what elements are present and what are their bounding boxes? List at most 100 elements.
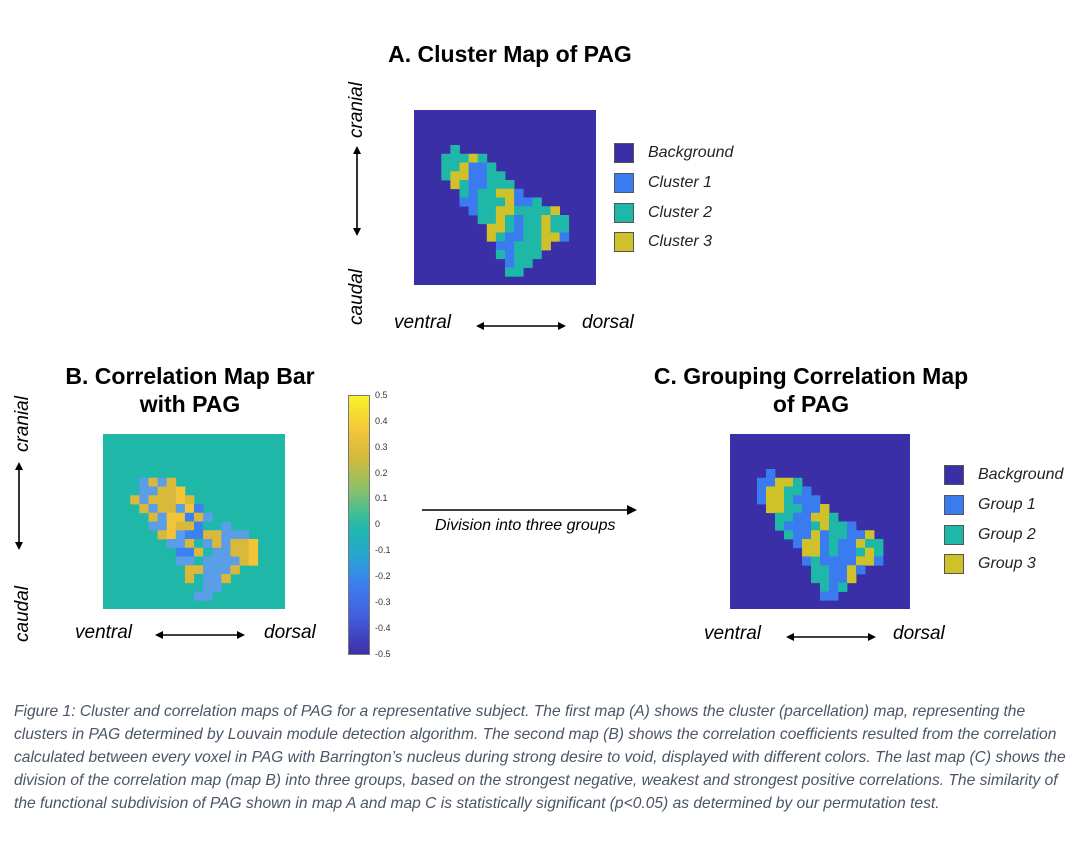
map-voxel [838, 565, 848, 575]
map-voxel [505, 180, 515, 190]
map-voxel [514, 215, 524, 225]
map-voxel [230, 565, 240, 575]
map-voxel [175, 530, 186, 540]
map-voxel [505, 223, 515, 233]
map-voxel [239, 539, 249, 549]
map-voxel [505, 206, 515, 216]
map-voxel [194, 504, 204, 514]
map-voxel [820, 504, 830, 514]
map-voxel [157, 486, 168, 496]
map-voxel [541, 232, 551, 242]
legend-c-group-1: Group 1 [944, 494, 1036, 516]
panel-c-grouping-map [730, 434, 910, 609]
map-voxel [441, 171, 451, 181]
map-voxel [184, 530, 195, 540]
panel-c-title-line2: of PAG [772, 391, 850, 417]
map-voxel [459, 197, 469, 207]
map-voxel [148, 495, 158, 505]
map-voxel [184, 556, 195, 566]
map-voxel [829, 565, 839, 575]
map-voxel [203, 574, 213, 584]
map-voxel [175, 539, 186, 549]
map-voxel [532, 223, 542, 233]
colorbar-tick: -0.5 [375, 649, 391, 659]
map-voxel [184, 565, 195, 575]
map-voxel [775, 512, 785, 522]
map-voxel [505, 241, 515, 251]
map-voxel [793, 521, 803, 531]
map-voxel [230, 539, 240, 549]
map-voxel [468, 197, 479, 207]
map-voxel [523, 223, 533, 233]
map-voxel [820, 539, 830, 549]
map-voxel [802, 521, 812, 531]
map-voxel [495, 223, 506, 233]
map-voxel [523, 241, 533, 251]
map-voxel [793, 495, 803, 505]
map-voxel [532, 215, 542, 225]
map-voxel [166, 504, 177, 514]
map-voxel [221, 547, 231, 557]
map-voxel [847, 574, 857, 584]
map-voxel [505, 232, 515, 242]
map-voxel [495, 250, 506, 260]
map-voxel [802, 530, 812, 540]
map-voxel [874, 539, 884, 549]
panel-a-vertical-arrow [353, 146, 361, 236]
panel-a-caudal-label: caudal [346, 269, 367, 325]
map-voxel [847, 539, 857, 549]
panel-b-horizontal-arrow [155, 631, 245, 639]
map-voxel [856, 539, 866, 549]
map-voxel [505, 258, 515, 268]
map-voxel [793, 512, 803, 522]
map-voxel [468, 188, 479, 198]
map-voxel [847, 547, 857, 557]
map-voxel [130, 477, 140, 487]
map-voxel [194, 539, 204, 549]
map-voxel [221, 574, 231, 584]
map-voxel [468, 180, 479, 190]
map-voxel [811, 565, 821, 575]
map-voxel [450, 153, 460, 163]
map-voxel [495, 171, 506, 181]
map-voxel [157, 477, 168, 487]
panel-b-caudal-label: caudal [12, 586, 33, 642]
colorbar-tick: -0.4 [375, 623, 391, 633]
panel-a-cranial-label: cranial [346, 82, 367, 138]
map-voxel [477, 215, 488, 225]
map-voxel [766, 477, 776, 487]
map-voxel [459, 171, 469, 181]
map-voxel [148, 504, 158, 514]
map-voxel [486, 180, 497, 190]
map-voxel [194, 512, 204, 522]
map-voxel [194, 521, 204, 531]
map-voxel [212, 530, 222, 540]
map-voxel [784, 477, 794, 487]
panel-c-ventral-label: ventral [704, 623, 762, 644]
map-voxel [139, 469, 149, 479]
map-voxel [495, 232, 506, 242]
map-voxel [175, 521, 186, 531]
map-voxel [212, 565, 222, 575]
map-voxel [802, 486, 812, 496]
map-voxel [811, 512, 821, 522]
map-voxel [486, 162, 497, 172]
legend-c-group-2-label: Group 2 [978, 526, 1036, 543]
map-voxel [157, 512, 168, 522]
map-voxel [838, 574, 848, 584]
map-voxel [847, 521, 857, 531]
map-voxel [239, 547, 249, 557]
map-voxel [130, 495, 140, 505]
legend-c-group-1-swatch [944, 495, 964, 515]
map-voxel [856, 530, 866, 540]
map-voxel [184, 547, 195, 557]
map-voxel [194, 591, 204, 601]
legend-c-group-3: Group 3 [944, 553, 1036, 575]
colorbar-tick: 0.5 [375, 390, 388, 400]
map-voxel [514, 241, 524, 251]
map-voxel [532, 241, 542, 251]
map-voxel [203, 565, 213, 575]
panel-a-ventral-label: ventral [394, 312, 452, 333]
map-voxel [793, 504, 803, 514]
colorbar [348, 395, 370, 655]
